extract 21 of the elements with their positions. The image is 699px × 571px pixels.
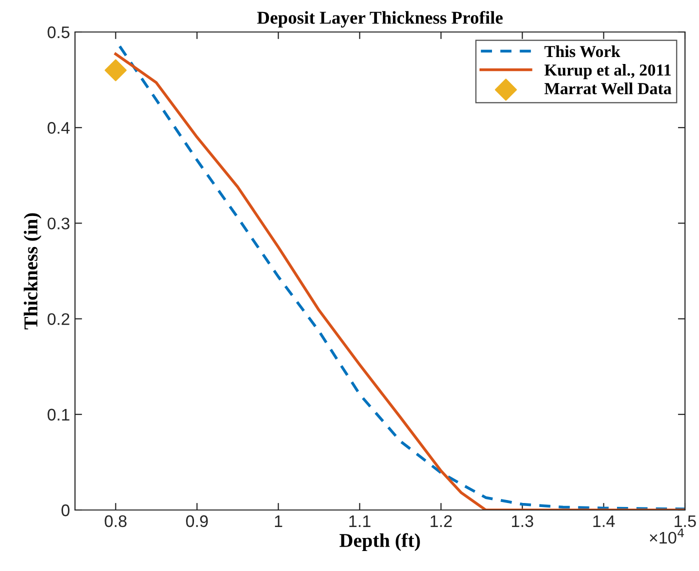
y-tick-label: 0.3: [48, 218, 70, 230]
text: ×10$^{4}$: [650, 528, 684, 544]
y-axis-title: Thickness (in): [24, 213, 42, 330]
x-tick-label: 0.8: [104, 515, 127, 528]
y-tick-label: 0.5: [48, 26, 70, 38]
y-tick-label: 0.2: [48, 313, 70, 326]
x-tick-label: 0.9: [186, 515, 208, 528]
x-tick-label: 1.3: [512, 515, 534, 528]
x-tick-label: 1.2: [430, 515, 452, 527]
x-tick-label: 1: [274, 515, 282, 527]
legend-label: Marrat Well Data: [544, 82, 672, 94]
chart-title: Deposit Layer Thickness Profile: [257, 10, 503, 28]
x-axis-title: Depth (ft): [340, 533, 420, 552]
y-tick-label: 0.1: [48, 408, 70, 421]
x-tick-label: 1.1: [349, 515, 370, 527]
x-tick-label: 1.5: [674, 515, 696, 528]
legend-label: Kurup et al., 2011: [544, 64, 671, 80]
legend-label: This Work: [544, 45, 620, 58]
y-tick-label: 0: [62, 504, 70, 516]
x-tick-label: 1.4: [593, 515, 615, 527]
y-tick-label: 0.4: [48, 122, 70, 134]
